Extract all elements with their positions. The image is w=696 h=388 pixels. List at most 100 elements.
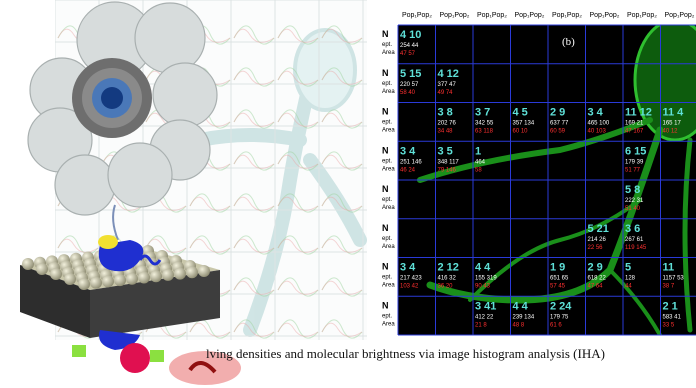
row-label: N	[382, 145, 389, 155]
row-label: N	[382, 300, 389, 310]
lipid-head	[138, 272, 150, 284]
cell-n: 3 41	[475, 300, 496, 312]
cell-area: 58	[475, 167, 482, 173]
cell-area: 90 43	[475, 284, 491, 290]
cell-area: 103 42	[400, 284, 419, 290]
cell-ept: 254 44	[400, 43, 419, 49]
cell-ept: 357 134	[513, 121, 535, 127]
lipid-head	[90, 277, 102, 289]
cell-ept: 464	[475, 159, 486, 165]
cell-n: 5	[625, 262, 631, 274]
cell-ept: 412 22	[475, 314, 494, 320]
row-label: N	[382, 184, 389, 194]
row-label: Area	[382, 244, 395, 250]
cell-n: 2 9	[550, 107, 565, 119]
cell-ept: 637 77	[550, 121, 569, 127]
cell-n: 2 9	[588, 262, 603, 274]
lipid-head	[174, 268, 186, 280]
row-label: Area	[382, 166, 395, 172]
row-label: Area	[382, 89, 395, 95]
cell-area: 46 24	[400, 167, 416, 173]
cell-n: 4 4	[475, 262, 491, 274]
cell-area: 40 103	[588, 129, 607, 135]
column-header: Pop₁Pop₂	[665, 12, 695, 19]
cell-area: 40 12	[663, 129, 679, 135]
cell-ept: 220 57	[400, 82, 419, 88]
row-label: N	[382, 262, 389, 272]
cell-n: 2 1	[663, 300, 678, 312]
cell-area: 51 77	[625, 167, 641, 173]
cell-ept: 222 31	[625, 198, 644, 204]
row-label: N	[382, 107, 389, 117]
row-label: Area	[382, 283, 395, 289]
figure: 4 10254 4447 575 15220 5758 404 12377 47…	[0, 0, 696, 388]
row-label: Area	[382, 205, 395, 211]
row-label: N	[382, 223, 389, 233]
cell-ept: 348 117	[438, 159, 460, 165]
cell-area: 63 118	[475, 129, 494, 135]
cell-ept: 416 32	[438, 276, 457, 282]
cell-n: 6 15	[625, 145, 646, 157]
row-label: N	[382, 29, 389, 39]
cell-n: 11	[663, 262, 675, 274]
cell-n: 5 21	[588, 223, 609, 235]
cell-ept: 155 319	[475, 276, 497, 282]
cell-ept: 251 146	[400, 159, 422, 165]
cell-ept: 202 76	[438, 121, 457, 127]
cell-area: 61 6	[550, 322, 562, 328]
cell-n: 4 5	[513, 107, 528, 119]
cell-area: 38 7	[663, 284, 675, 290]
cell-n: 3 4	[400, 145, 416, 157]
cell-ept: 239 134	[513, 314, 535, 320]
row-label: ept.	[382, 81, 392, 87]
column-header: Pop₁Pop₂	[515, 12, 545, 19]
row-label: ept.	[382, 42, 392, 48]
cell-area: 21 8	[475, 322, 487, 328]
cell-ept: 342 55	[475, 121, 494, 127]
lipid-head	[126, 273, 138, 285]
cell-n: 3 8	[438, 107, 453, 119]
cell-ept: 1157 53	[663, 276, 685, 282]
row-label: Area	[382, 50, 395, 56]
row-label: Area	[382, 128, 395, 134]
cell-area: 47 64	[588, 284, 604, 290]
row-label: ept.	[382, 313, 392, 319]
cell-ept: 651 65	[550, 276, 569, 282]
cell-n: 3 6	[625, 223, 640, 235]
cell-ept: 165 17	[663, 121, 682, 127]
cell-area: 22 56	[588, 245, 604, 251]
cell-n: 5 15	[400, 68, 421, 80]
cell-ept: 217 423	[400, 276, 422, 282]
cell-n: 5 8	[625, 184, 640, 196]
cell-area: 44	[625, 284, 632, 290]
column-header: Pop₁Pop₂	[440, 12, 470, 19]
cell-ept: 267 61	[625, 237, 644, 243]
lipid-head	[150, 270, 162, 282]
cell-ept: 465 100	[588, 121, 610, 127]
column-header: Pop₁Pop₂	[552, 12, 582, 19]
cell-area: 33 5	[663, 322, 675, 328]
cell-ept: 377 47	[438, 82, 457, 88]
cell-ept: 618 22	[588, 276, 607, 282]
row-label: ept.	[382, 120, 392, 126]
lipid-head	[198, 265, 210, 277]
lipid-head	[114, 274, 126, 286]
lipid-head	[36, 263, 48, 275]
panel-label: (b)	[562, 36, 575, 48]
cell-n: 4 10	[400, 29, 421, 41]
cell-n: 1	[475, 145, 481, 157]
cell-n: 1 9	[550, 262, 565, 274]
cell-n: 4 12	[438, 68, 459, 80]
cell-area: 57 45	[550, 284, 566, 290]
cell-area: 36 20	[438, 284, 454, 290]
lipid-head	[186, 266, 198, 278]
cell-ept: 128	[625, 276, 636, 282]
lipid-head	[64, 273, 76, 285]
cell-ept: 179 75	[550, 314, 569, 320]
lipid-head	[102, 275, 114, 287]
cell-n: 2 24	[550, 300, 572, 312]
row-label: ept.	[382, 275, 392, 281]
cell-area: 49 74	[438, 90, 454, 96]
cell-n: 11 4	[663, 107, 685, 119]
cell-ept: 179 39	[625, 159, 644, 165]
